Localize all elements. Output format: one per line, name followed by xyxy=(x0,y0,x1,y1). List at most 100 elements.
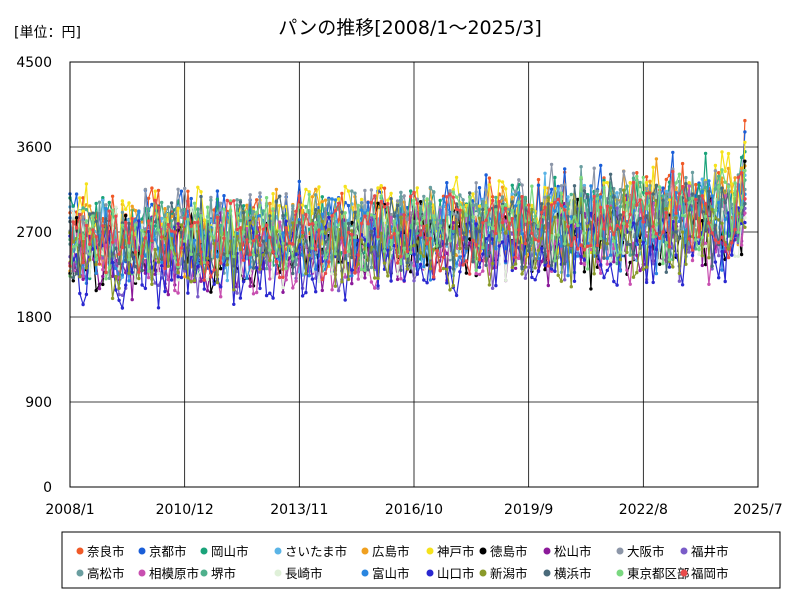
data-point xyxy=(248,284,252,288)
data-point xyxy=(192,267,197,271)
data-point xyxy=(707,221,711,225)
data-point xyxy=(504,278,508,283)
data-point xyxy=(294,262,298,267)
data-point xyxy=(631,221,636,225)
data-point xyxy=(169,219,174,223)
data-point xyxy=(618,250,623,254)
data-point xyxy=(88,204,92,208)
data-point xyxy=(628,181,632,185)
data-point xyxy=(680,213,685,218)
data-point xyxy=(392,214,396,218)
data-point xyxy=(169,246,174,250)
data-point xyxy=(487,251,492,255)
data-point xyxy=(189,252,193,256)
data-point xyxy=(117,286,121,290)
data-point xyxy=(717,185,721,189)
data-point xyxy=(536,239,541,243)
data-point xyxy=(605,242,609,246)
data-point xyxy=(536,177,541,182)
data-point xyxy=(356,277,360,281)
data-point xyxy=(658,185,662,189)
data-point xyxy=(169,201,174,205)
data-point xyxy=(605,180,609,185)
legend-item: 岡山市 xyxy=(200,544,249,559)
data-point xyxy=(428,185,433,190)
data-point xyxy=(671,167,675,171)
data-point xyxy=(323,240,328,244)
data-point xyxy=(730,241,734,245)
data-point xyxy=(576,223,580,228)
data-point xyxy=(458,202,462,207)
data-point xyxy=(294,252,298,257)
data-point xyxy=(700,263,704,268)
data-point xyxy=(340,214,344,219)
legend-item: さいたま市 xyxy=(274,544,347,559)
data-point xyxy=(441,218,446,223)
data-point xyxy=(88,252,92,256)
data-point xyxy=(166,264,170,268)
data-point xyxy=(160,264,164,268)
data-point xyxy=(418,251,423,255)
data-point xyxy=(677,192,682,196)
data-point xyxy=(251,230,256,235)
data-point xyxy=(615,201,619,206)
data-point xyxy=(219,285,223,289)
data-point xyxy=(599,192,603,197)
data-point xyxy=(107,200,112,205)
data-point xyxy=(274,230,279,234)
data-point xyxy=(582,248,587,252)
data-point xyxy=(245,203,249,207)
data-point xyxy=(428,267,433,271)
data-point xyxy=(674,181,678,185)
data-point xyxy=(454,264,459,268)
data-point xyxy=(530,241,534,245)
data-point xyxy=(664,177,668,182)
data-point xyxy=(690,196,695,200)
data-point xyxy=(146,229,151,234)
data-point xyxy=(527,249,531,253)
data-point xyxy=(510,216,514,221)
data-point xyxy=(245,210,249,214)
data-point xyxy=(520,272,524,276)
data-point xyxy=(225,263,229,267)
data-point xyxy=(291,271,295,276)
data-point xyxy=(667,258,672,262)
data-point xyxy=(517,256,521,261)
legend-item: 福岡市 xyxy=(680,566,729,581)
data-point xyxy=(366,268,370,272)
data-point xyxy=(468,241,472,245)
legend-marker xyxy=(138,547,146,555)
legend-label: 京都市 xyxy=(149,544,187,559)
data-point xyxy=(209,290,213,294)
data-point xyxy=(730,253,734,257)
data-point xyxy=(366,222,370,226)
data-point xyxy=(248,239,252,243)
data-point xyxy=(484,203,488,208)
data-point xyxy=(504,231,508,235)
data-point xyxy=(703,180,708,184)
data-point xyxy=(392,219,396,223)
data-point xyxy=(743,140,747,144)
data-point xyxy=(271,296,275,300)
data-point xyxy=(500,240,505,244)
data-point xyxy=(458,255,462,259)
data-point xyxy=(281,231,285,235)
data-point xyxy=(723,243,727,247)
data-point xyxy=(336,288,341,293)
data-point xyxy=(101,267,105,272)
data-point xyxy=(278,275,282,280)
data-point xyxy=(582,270,587,274)
data-point xyxy=(438,269,442,273)
data-point xyxy=(81,206,85,210)
data-point xyxy=(563,167,567,171)
data-point xyxy=(513,214,518,218)
data-point xyxy=(618,213,623,217)
legend-label: 福井市 xyxy=(691,544,729,559)
data-point xyxy=(680,230,685,234)
data-point xyxy=(481,207,485,212)
data-point xyxy=(448,189,452,193)
data-point xyxy=(359,221,364,226)
data-point xyxy=(471,260,475,264)
data-point xyxy=(441,197,446,201)
data-point xyxy=(366,272,370,276)
